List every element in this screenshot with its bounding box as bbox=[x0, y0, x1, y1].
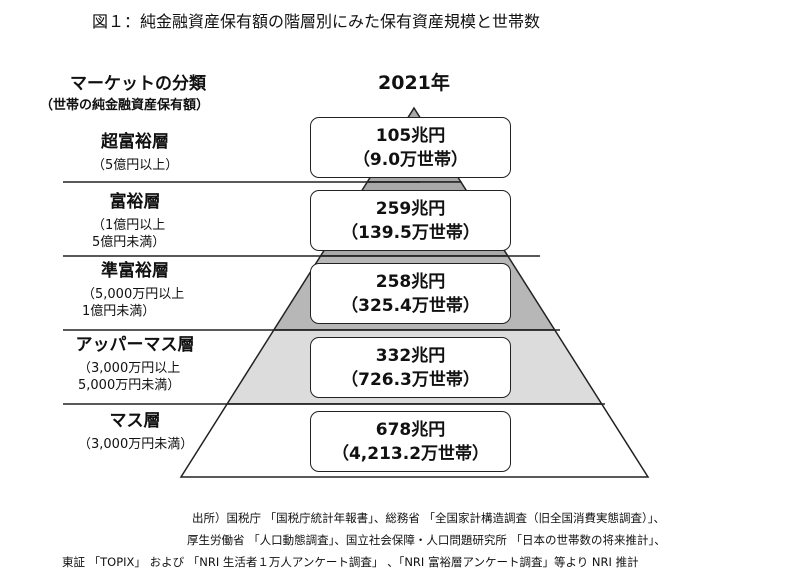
tier-name: 準富裕層 bbox=[101, 261, 169, 281]
tier-range: （1億円以上 5億円未満） bbox=[92, 218, 166, 250]
tier-assets: 332兆円 bbox=[375, 346, 446, 366]
tier-value-box: 105兆円 （9.0万世帯） bbox=[310, 117, 511, 178]
tier-assets: 105兆円 bbox=[375, 126, 446, 146]
tier-value-box: 258兆円 （325.4万世帯） bbox=[310, 263, 511, 324]
tier-range: （3,000万円以上 5,000万円未満） bbox=[78, 361, 181, 393]
year-label: 2021年 bbox=[378, 72, 450, 94]
source-line: 厚生労働省 「人口動態調査」、国立社会保障・人口問題研究所 「日本の世帯数の将来… bbox=[187, 533, 666, 547]
tier-assets: 258兆円 bbox=[375, 272, 446, 292]
tier-value-box: 678兆円 （4,213.2万世帯） bbox=[310, 411, 511, 472]
tier-assets: 678兆円 bbox=[375, 420, 446, 440]
category-header: マーケットの分類 bbox=[70, 74, 206, 94]
tier-name: アッパーマス層 bbox=[75, 335, 195, 355]
tier-households: （139.5万世帯） bbox=[341, 223, 480, 243]
tier-name: 富裕層 bbox=[109, 192, 161, 212]
tier-range: （3,000万円未満） bbox=[78, 437, 194, 452]
tier-households: （325.4万世帯） bbox=[341, 296, 480, 316]
tier-value-box: 259兆円 （139.5万世帯） bbox=[310, 190, 511, 251]
tier-range: （5,000万円以上 1億円未満） bbox=[82, 287, 185, 319]
figure-title: 図１：純金融資産保有額の階層別にみた保有資産規模と世帯数 bbox=[92, 12, 541, 31]
tier-range: （5億円以上） bbox=[92, 158, 179, 173]
source-line: 東証 「TOPIX」 および 「NRI 生活者１万人アンケート調査」 、「NRI… bbox=[62, 555, 639, 569]
tier-households: （726.3万世帯） bbox=[341, 370, 480, 390]
tier-households: （4,213.2万世帯） bbox=[331, 444, 490, 464]
tier-name: 超富裕層 bbox=[101, 132, 169, 152]
tier-name: マス層 bbox=[109, 411, 161, 431]
tier-value-box: 332兆円 （726.3万世帯） bbox=[310, 337, 511, 398]
tier-households: （9.0万世帯） bbox=[352, 150, 469, 170]
source-line: 出所）国税庁 「国税庁統計年報書」、総務省 「全国家計構造調査（旧全国消費実態調… bbox=[192, 511, 666, 525]
tier-assets: 259兆円 bbox=[375, 199, 446, 219]
category-subheader: （世帯の純金融資産保有額） bbox=[40, 98, 210, 113]
